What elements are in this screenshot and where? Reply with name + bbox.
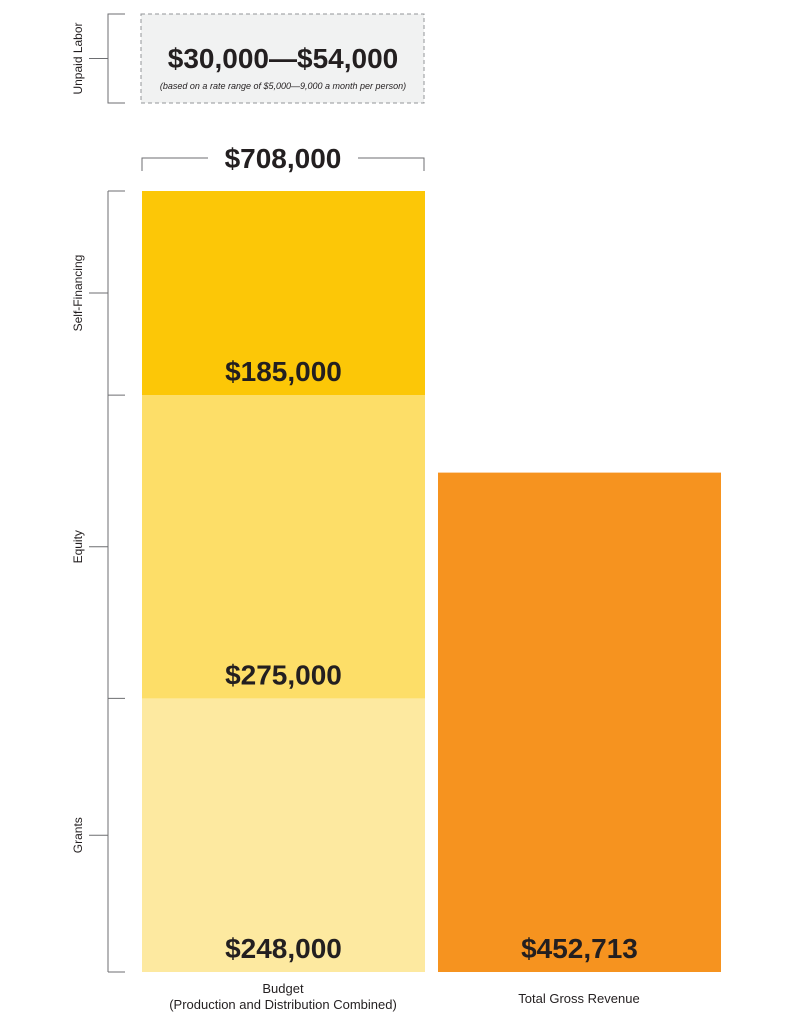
side-label-grants: Grants (71, 817, 85, 853)
unpaid-labor-box (140, 13, 425, 104)
budget-total-label: $708,000 (225, 143, 342, 174)
data-label-self-financing: $185,000 (225, 356, 342, 387)
unpaid-labor-note: (based on a rate range of $5,000—9,000 a… (160, 81, 406, 91)
bar-segment-grants (142, 698, 425, 972)
budget-total-bracket: $708,000 (141, 143, 425, 174)
data-label-grants: $248,000 (225, 933, 342, 964)
category-label-revenue: Total Gross Revenue (518, 991, 639, 1006)
data-label-equity: $275,000 (225, 659, 342, 690)
bar-revenue (438, 472, 721, 972)
side-brackets: Grants Equity Self-Financing Unpaid Labor (71, 13, 125, 973)
category-sublabel-budget: (Production and Distribution Combined) (169, 997, 397, 1012)
side-label-unpaid-labor: Unpaid Labor (71, 22, 85, 94)
budget-bar: $248,000 $275,000 $185,000 (142, 191, 425, 972)
bracket-left (141, 157, 208, 171)
bar-segment-self-financing (142, 191, 425, 396)
unpaid-labor-range: $30,000—$54,000 (168, 43, 398, 74)
unpaid-labor-range-high: $54,000 (297, 43, 398, 74)
bar-segment-equity (142, 395, 425, 699)
category-label-budget: Budget (262, 981, 304, 996)
side-bracket-unpaid-labor (107, 13, 125, 104)
revenue-bar: $452,713 (438, 472, 721, 972)
unpaid-labor-range-low: $30,000 (168, 43, 269, 74)
bracket-right (358, 157, 425, 171)
side-label-equity: Equity (71, 530, 85, 563)
unpaid-labor-group: $30,000—$54,000 (based on a rate range o… (140, 13, 425, 104)
data-label-revenue: $452,713 (521, 933, 638, 964)
side-label-self-financing: Self-Financing (71, 255, 85, 332)
unpaid-labor-range-dash: — (269, 43, 297, 74)
